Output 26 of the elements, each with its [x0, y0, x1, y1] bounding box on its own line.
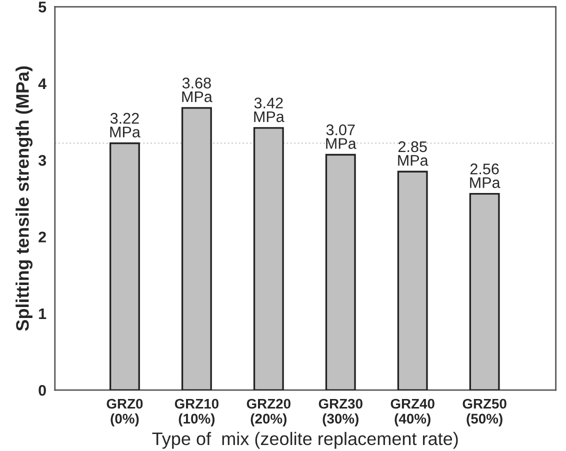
x-tick-label: GRZ10 (10%)	[174, 398, 218, 426]
x-tick-label: GRZ20 (20%)	[246, 398, 290, 426]
y-tick-label: 3	[38, 154, 46, 166]
x-axis-title: Type of mix (zeolite replacement rate)	[152, 432, 458, 449]
x-tick-label: GRZ30 (30%)	[318, 398, 362, 426]
y-axis-title: Splitting tensile strength (MPa)	[16, 66, 33, 331]
data-label: 2.56 MPa	[470, 164, 500, 188]
y-tick-label: 4	[38, 78, 46, 89]
data-label: 2.85 MPa	[398, 141, 428, 166]
bar	[109, 142, 140, 390]
bar	[397, 170, 428, 390]
y-tick-label: 2	[38, 232, 46, 242]
bar	[325, 154, 356, 390]
data-label: 3.07 MPa	[326, 124, 356, 149]
y-tick-label: 1	[39, 308, 46, 319]
bar	[469, 193, 500, 390]
bar	[181, 107, 212, 390]
x-tick-label: GRZ40 (40%)	[390, 398, 434, 426]
x-tick-label: GRZ0 (0%)	[106, 398, 143, 426]
x-tick-label: GRZ50 (50%)	[462, 398, 506, 426]
data-label: 3.68 MPa	[182, 78, 212, 102]
bar	[253, 127, 284, 390]
data-label: 3.42 MPa	[254, 98, 284, 122]
y-tick-label: 0	[38, 384, 46, 396]
y-tick-label: 5	[38, 2, 46, 12]
data-label: 3.22 MPa	[110, 112, 140, 138]
